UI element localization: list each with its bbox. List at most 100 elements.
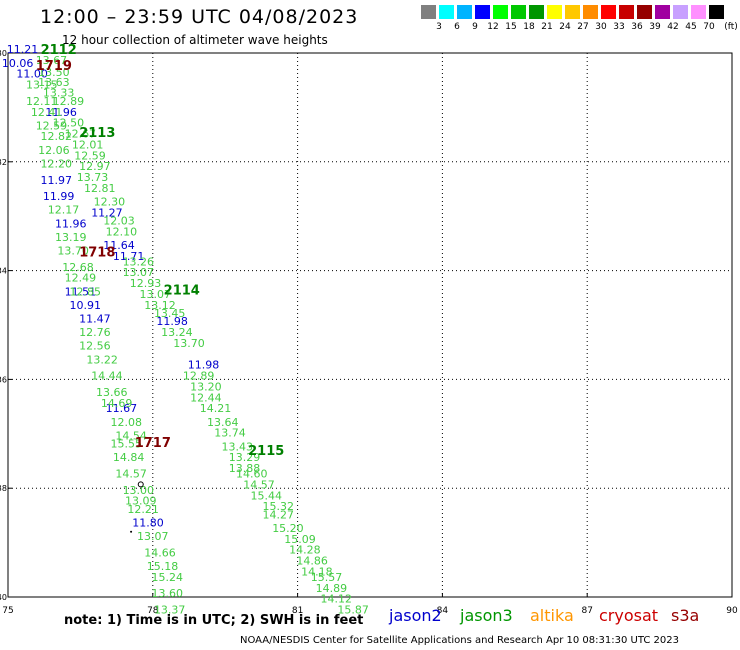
legend-swatch xyxy=(511,5,526,19)
x-tick-label: 75 xyxy=(2,606,13,616)
data-label-jason3: 15.32 xyxy=(263,500,295,513)
data-label-jason3: 12.11 xyxy=(26,95,58,108)
data-label-jason3: 15.18 xyxy=(147,560,179,573)
y-tick-label: -38 xyxy=(0,484,7,493)
data-label-jason3: 14.27 xyxy=(263,508,295,521)
legend-label: 21 xyxy=(541,22,553,32)
pass-label: 2114 xyxy=(164,284,200,299)
note-text: note: 1) Time is in UTC; 2) SWH is in fe… xyxy=(64,613,364,628)
chart-title: 12:00 – 23:59 UTC 04/08/2023 xyxy=(40,6,359,28)
x-tick-label: 78 xyxy=(147,606,159,616)
plot-frame xyxy=(7,52,733,598)
legend-unit: (ft) xyxy=(724,22,738,32)
data-label-jason2: 11.47 xyxy=(79,312,111,325)
legend-swatch xyxy=(565,5,580,19)
legend-swatch xyxy=(421,5,436,19)
data-label-jason3: 14.69 xyxy=(101,397,133,410)
data-label-jason2: 10.06 xyxy=(2,57,34,70)
data-label-jason3: 12.08 xyxy=(111,416,143,429)
data-label-jason2: 11.99 xyxy=(43,190,75,203)
legend-label: 45 xyxy=(685,22,697,32)
data-label-jason2: 11.51 xyxy=(65,285,97,298)
data-label-jason3: 12.17 xyxy=(48,204,80,217)
data-label-jason3: 13.70 xyxy=(173,337,205,350)
data-label-jason3: 12.82 xyxy=(41,130,73,143)
satellite-label-jason2: jason2 xyxy=(389,606,442,625)
data-label-jason3: 12.41 xyxy=(31,106,63,119)
data-label-jason3: 12.67 xyxy=(65,128,97,141)
legend-label: 18 xyxy=(523,22,535,32)
legend-label: 9 xyxy=(472,22,478,32)
legend-label: 42 xyxy=(667,22,679,32)
data-label-jason3: 12.89 xyxy=(53,95,85,108)
legend-swatch xyxy=(547,5,562,19)
data-label-jason3: 12.44 xyxy=(190,391,222,404)
data-label-jason3: 13.50 xyxy=(38,66,70,79)
data-label-jason3: 14.57 xyxy=(243,478,275,491)
data-label-jason2: 11.71 xyxy=(113,250,145,263)
x-tick-label: 90 xyxy=(726,606,738,616)
data-label-jason3: 13.15 xyxy=(26,79,58,92)
data-label-jason2: 10.91 xyxy=(69,299,101,312)
data-label-jason3: 14.84 xyxy=(113,451,145,464)
legend-swatch xyxy=(457,5,472,19)
data-label-jason3: 15.20 xyxy=(272,522,304,535)
pass-label: 1719 xyxy=(36,59,72,74)
data-label-jason3: 13.19 xyxy=(55,231,87,244)
data-label-jason3: 12.85 xyxy=(69,285,101,298)
track-marker xyxy=(137,481,144,488)
data-label-jason3: 12.01 xyxy=(72,138,104,151)
pass-label: 1717 xyxy=(135,436,171,451)
legend-swatch xyxy=(637,5,652,19)
data-label-jason3: 13.07 xyxy=(137,530,169,543)
legend-swatch xyxy=(655,5,670,19)
data-label-jason3: 13.07 xyxy=(123,266,155,279)
data-label-jason3: 15.09 xyxy=(284,533,316,546)
y-tick-label: -32 xyxy=(0,158,7,167)
data-label-jason2: 11.64 xyxy=(103,239,135,252)
data-label-jason3: 14.86 xyxy=(296,555,328,568)
data-label-jason3: 13.33 xyxy=(43,87,75,100)
data-label-jason3: 15.24 xyxy=(152,571,184,584)
data-label-jason3: 13.60 xyxy=(152,587,184,600)
x-tick-label: 87 xyxy=(581,606,592,616)
data-label-jason3: 15.55 xyxy=(111,438,143,451)
data-label-jason2: 11.00 xyxy=(16,68,48,81)
data-label-jason3: 15.44 xyxy=(250,489,282,502)
data-label-jason3: 13.00 xyxy=(123,484,155,497)
legend-label: 33 xyxy=(613,22,625,32)
data-label-jason3: 12.10 xyxy=(106,225,138,238)
data-label-jason3: 13.63 xyxy=(38,76,70,89)
data-label-jason3: 12.97 xyxy=(79,160,111,173)
data-label-jason2: 11.96 xyxy=(55,217,87,230)
legend-label: 3 xyxy=(436,22,442,32)
legend-label: 36 xyxy=(631,22,643,32)
data-label-jason3: 13.37 xyxy=(154,604,186,617)
legend-swatch xyxy=(619,5,634,19)
legend-label: 39 xyxy=(649,22,661,32)
credit-text: NOAA/NESDIS Center for Satellite Applica… xyxy=(240,635,679,646)
data-label-jason2: 11.80 xyxy=(132,516,164,529)
data-label-jason3: 12.03 xyxy=(103,215,135,228)
data-label-jason2: 11.96 xyxy=(45,106,77,119)
legend-label: 30 xyxy=(595,22,607,32)
data-label-jason2: 11.97 xyxy=(41,174,73,187)
data-label-jason3: 12.21 xyxy=(127,503,159,516)
data-label-jason3: 13.07 xyxy=(139,288,171,301)
data-label-jason3: 12.81 xyxy=(84,182,116,195)
legend-swatch xyxy=(475,5,490,19)
pass-label: 1718 xyxy=(79,246,115,261)
legend-swatch xyxy=(673,5,688,19)
data-label-jason3: 15.57 xyxy=(311,571,343,584)
legend-swatch xyxy=(709,5,724,19)
legend-swatch xyxy=(583,5,598,19)
satellite-label-altika: altika xyxy=(530,606,574,625)
legend-label: 12 xyxy=(487,22,499,32)
data-label-jason3: 14.18 xyxy=(301,565,333,578)
data-label-jason3: 12.20 xyxy=(41,157,73,170)
x-tick-label: 81 xyxy=(292,606,303,616)
data-label-jason3: 12.93 xyxy=(130,277,162,290)
data-label-jason3: 13.67 xyxy=(36,54,68,67)
pass-label: 2115 xyxy=(248,444,284,459)
